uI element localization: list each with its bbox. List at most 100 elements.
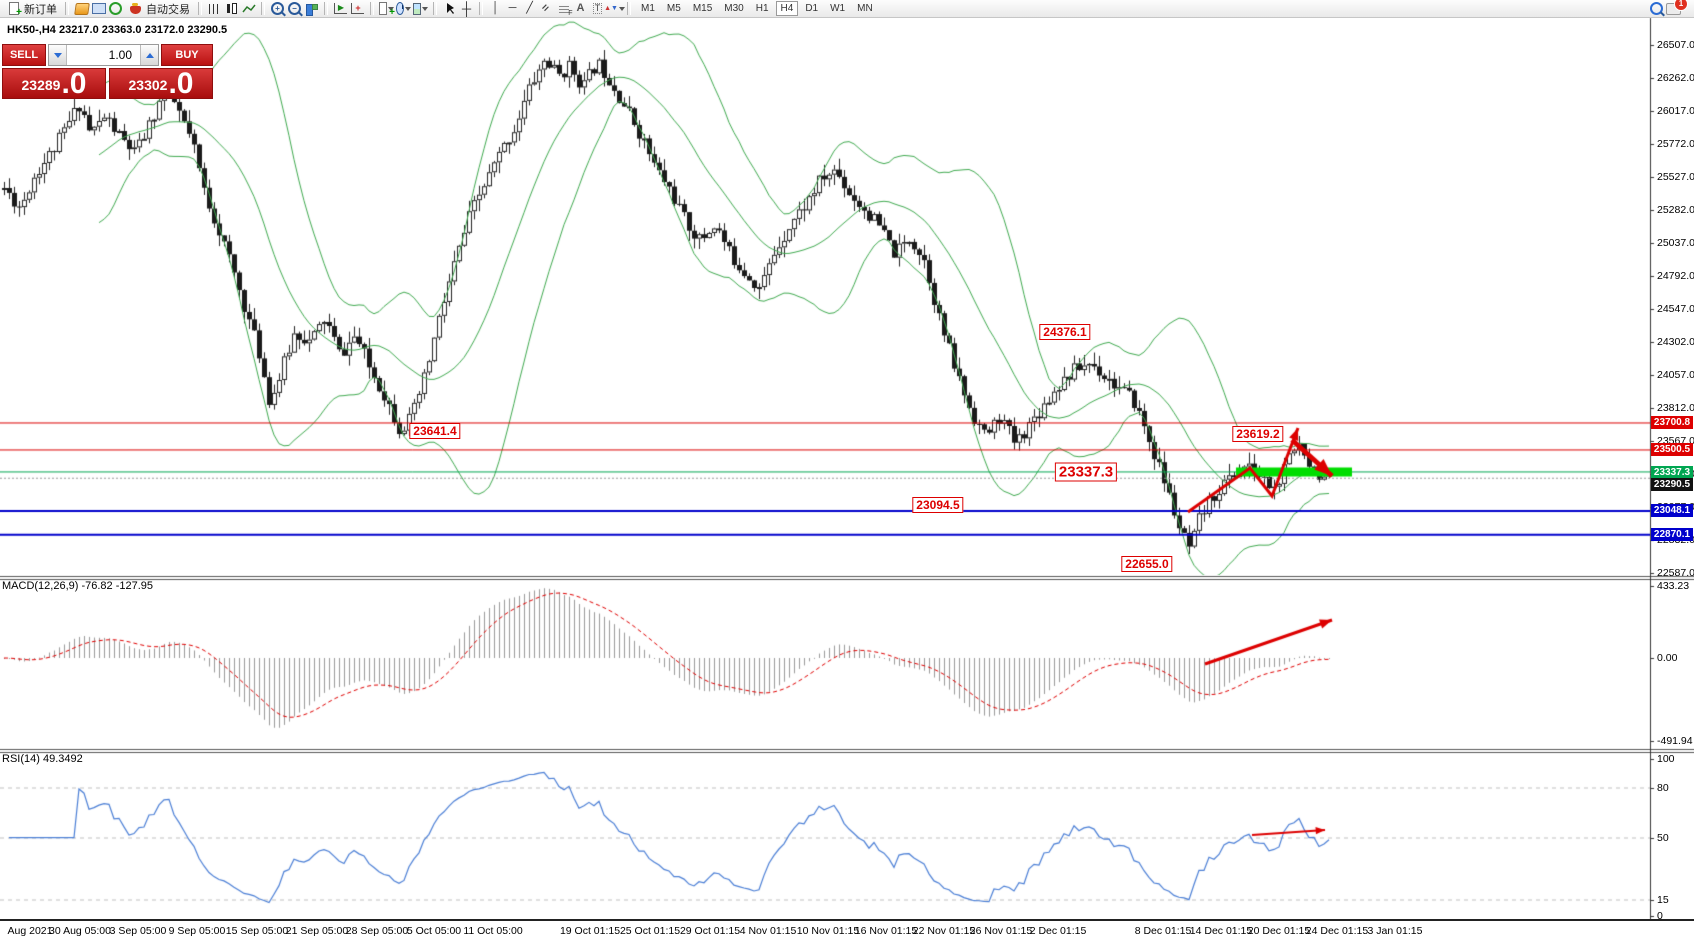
price-axis-tick: 23812.0 (1657, 402, 1694, 414)
volume-spinner: 1.00 (48, 44, 159, 66)
time-axis-label: 26 Nov 01:15 (969, 925, 1033, 937)
trendline-icon[interactable]: ╱ (526, 2, 533, 14)
price-axis-tick: 24057.0 (1657, 369, 1694, 381)
zoom-out-icon[interactable]: − (287, 2, 302, 16)
price-axis-tick: 24547.0 (1657, 303, 1694, 315)
time-axis-label: 24 Dec 01:15 (1305, 925, 1369, 937)
buy-price-button[interactable]: 23302 .0 (109, 68, 213, 99)
price-callout-label: 24376.1 (1039, 324, 1091, 341)
toolbar-separator (370, 2, 374, 15)
toolbar-separator (261, 2, 265, 15)
price-callout-label: 23337.3 (1054, 462, 1118, 482)
timeframe-button-w1[interactable]: W1 (830, 3, 846, 14)
channel-icon[interactable]: = (539, 1, 553, 15)
price-callout-label: 22655.0 (1121, 555, 1173, 572)
price-axis-tick: 24302.0 (1657, 336, 1694, 348)
time-axis-label: 21 Sep 05:00 (285, 925, 349, 937)
volume-input[interactable]: 1.00 (108, 48, 132, 62)
rsi-axis-tick: 100 (1657, 753, 1675, 765)
sell-button[interactable]: SELL (2, 44, 46, 66)
price-axis-tick: 26017.0 (1657, 105, 1694, 117)
new-order-button[interactable]: + 新订单 (3, 1, 60, 17)
time-axis-label: 3 Jan 01:15 (1367, 925, 1423, 937)
crosshair-icon[interactable]: ┼ (461, 1, 472, 16)
arrows-dropdown[interactable]: ▲ ▼ (604, 2, 625, 16)
new-chart-dropdown[interactable]: + (379, 2, 395, 17)
price-callout-label: 23641.4 (409, 422, 461, 439)
candlestick-chart-icon[interactable] (224, 2, 239, 16)
time-axis-label: Aug 2021 (7, 925, 53, 937)
cursor-icon[interactable] (442, 2, 457, 16)
new-order-label: 新订单 (24, 3, 57, 16)
line-chart-icon[interactable] (241, 2, 256, 16)
price-tag: 23337.3 (1651, 466, 1693, 479)
zoom-in-icon[interactable]: + (270, 2, 285, 16)
time-axis-label: 10 Nov 01:15 (796, 925, 860, 937)
volume-increase-button[interactable] (140, 45, 158, 65)
sell-price-button[interactable]: 23289 .0 (2, 68, 106, 99)
chart-shift-icon[interactable]: + (350, 2, 365, 16)
terminal-icon[interactable] (91, 2, 106, 16)
timeframe-button-m1[interactable]: M1 (641, 3, 655, 14)
rsi-axis-tick: 15 (1657, 894, 1669, 906)
search-icon[interactable] (1649, 2, 1664, 16)
caret-up-icon (145, 52, 154, 58)
timeframe-toolbar: M1 M5 M15 M30 H1 H4 D1 W1 MN (636, 1, 878, 16)
timeframe-button-m5[interactable]: M5 (666, 3, 681, 14)
macd-axis-tick: 433.23 (1657, 580, 1690, 592)
buy-price-main: 23302 (128, 77, 168, 93)
buy-button[interactable]: BUY (161, 44, 213, 66)
price-axis-tick: 24792.0 (1657, 270, 1694, 282)
price-tag: 23048.1 (1651, 504, 1693, 517)
time-axis-label: 2 Dec 01:15 (1029, 925, 1087, 937)
autotrading-button[interactable]: 自动交易 (125, 1, 193, 17)
rsi-axis-tick: 0 (1657, 910, 1663, 922)
metaeditor-icon[interactable] (73, 2, 90, 16)
price-axis-tick: 25772.0 (1657, 138, 1694, 150)
caret-down-icon (53, 52, 62, 58)
bar-chart-icon[interactable] (207, 2, 222, 16)
timeframe-button-m15[interactable]: M15 (692, 3, 713, 14)
price-axis-tick: 26507.0 (1657, 39, 1694, 51)
rsi-axis-tick: 50 (1657, 832, 1669, 844)
new-order-icon: + (6, 2, 22, 17)
auto-scroll-icon[interactable]: ▶ (333, 2, 348, 16)
chart-symbol-ohlc: HK50-,H4 23217.0 23363.0 23172.0 23290.5 (7, 24, 228, 36)
vertical-line-icon[interactable]: │ (492, 2, 499, 14)
buy-price-fraction: .0 (168, 67, 194, 100)
volume-decrease-button[interactable] (49, 45, 67, 65)
notifications-icon[interactable]: 1 (1666, 0, 1688, 16)
time-axis-label: 9 Sep 05:00 (168, 925, 226, 937)
text-icon[interactable]: A (576, 2, 585, 14)
price-tag: 23700.8 (1651, 416, 1693, 429)
time-axis-label: 19 Oct 01:15 (559, 925, 621, 937)
text-label-icon[interactable]: T (592, 3, 603, 14)
templates-dropdown[interactable] (413, 2, 428, 16)
time-axis[interactable] (0, 919, 1694, 942)
time-axis-label: 16 Nov 01:15 (854, 925, 918, 937)
timeframe-button-d1[interactable]: D1 (805, 3, 819, 14)
time-axis-label: 29 Oct 01:15 (679, 925, 741, 937)
horizontal-line-icon[interactable]: ─ (508, 2, 517, 14)
timeframe-button-mn[interactable]: MN (857, 3, 873, 14)
timeframe-button-h1[interactable]: H1 (755, 3, 769, 14)
tile-windows-icon[interactable] (304, 2, 319, 16)
time-axis-label: 11 Oct 05:00 (463, 925, 523, 937)
timeframe-button-h4[interactable]: H4 (775, 1, 799, 16)
signals-icon[interactable] (108, 2, 123, 16)
price-axis-tick: 22587.0 (1657, 567, 1694, 579)
fibonacci-icon[interactable] (556, 2, 573, 17)
price-axis-tick: 25037.0 (1657, 237, 1694, 249)
timeframe-button-m30[interactable]: M30 (724, 3, 744, 14)
time-axis-label: 4 Nov 01:15 (739, 925, 797, 937)
time-axis-label: 5 Oct 05:00 (406, 925, 462, 937)
time-axis-label: 20 Dec 01:15 (1247, 925, 1311, 937)
macd-axis-tick: 0.00 (1657, 652, 1678, 664)
sell-price-fraction: .0 (61, 67, 87, 100)
macd-indicator-label: MACD(12,26,9) -76.82 -127.95 (2, 580, 154, 592)
one-click-trading-panel: SELL 1.00 BUY 23289 .0 23302 .0 (2, 44, 213, 99)
price-axis-tick: 26262.0 (1657, 72, 1694, 84)
macd-axis-tick: -491.94 (1657, 735, 1693, 747)
periods-dropdown[interactable] (396, 2, 411, 16)
